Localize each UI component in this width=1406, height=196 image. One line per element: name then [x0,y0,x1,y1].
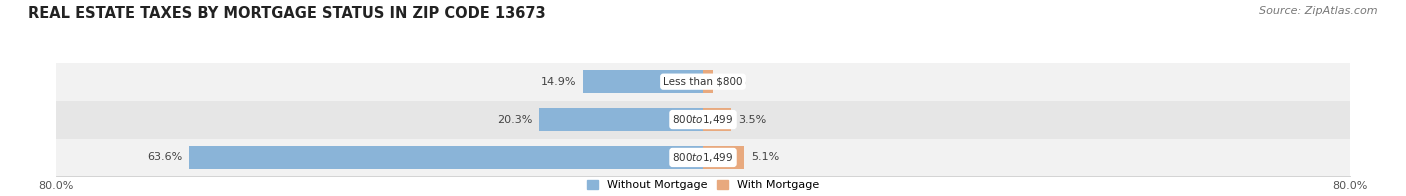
Text: 20.3%: 20.3% [498,114,533,125]
Bar [538,108,703,131]
Bar [703,70,713,93]
Bar [582,70,703,93]
Text: Source: ZipAtlas.com: Source: ZipAtlas.com [1260,6,1378,16]
Text: 1.2%: 1.2% [720,77,748,87]
Bar [56,101,1350,139]
Bar [56,63,1350,101]
Text: $800 to $1,499: $800 to $1,499 [672,151,734,164]
Bar [703,108,731,131]
Text: REAL ESTATE TAXES BY MORTGAGE STATUS IN ZIP CODE 13673: REAL ESTATE TAXES BY MORTGAGE STATUS IN … [28,6,546,21]
Bar [188,146,703,169]
Legend: Without Mortgage, With Mortgage: Without Mortgage, With Mortgage [588,180,818,191]
Text: 3.5%: 3.5% [738,114,766,125]
Text: 5.1%: 5.1% [751,152,779,162]
Text: 63.6%: 63.6% [148,152,183,162]
Text: Less than $800: Less than $800 [664,77,742,87]
Text: 14.9%: 14.9% [540,77,576,87]
Bar [56,139,1350,176]
Text: $800 to $1,499: $800 to $1,499 [672,113,734,126]
Bar [703,146,744,169]
